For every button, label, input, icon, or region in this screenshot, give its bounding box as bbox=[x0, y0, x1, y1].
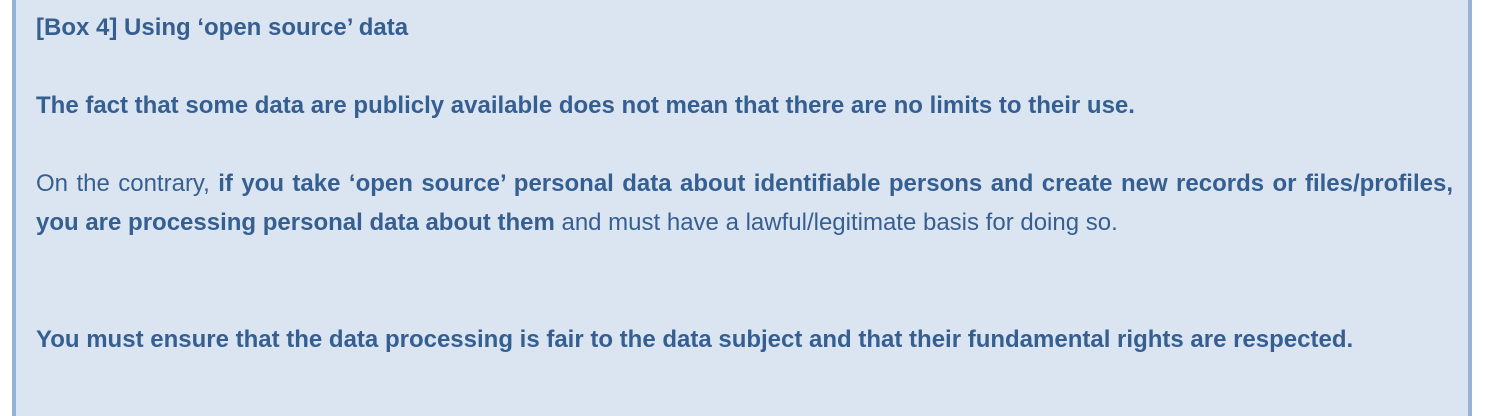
key-statement: The fact that some data are publicly ava… bbox=[36, 92, 1135, 119]
paragraph-intro: On the contrary, bbox=[36, 170, 219, 197]
info-box: [Box 4] Using ‘open source’ data The fac… bbox=[12, 0, 1472, 416]
box-title: [Box 4] Using ‘open source’ data bbox=[36, 14, 409, 41]
body-paragraph: On the contrary, if you take ‘open sourc… bbox=[36, 164, 1453, 242]
paragraph-rest: and must have a lawful/legitimate basis … bbox=[554, 209, 1118, 236]
closing-statement: You must ensure that the data processing… bbox=[36, 326, 1354, 353]
paragraph-emphasis: if you take ‘open source’ personal data … bbox=[36, 170, 1453, 236]
